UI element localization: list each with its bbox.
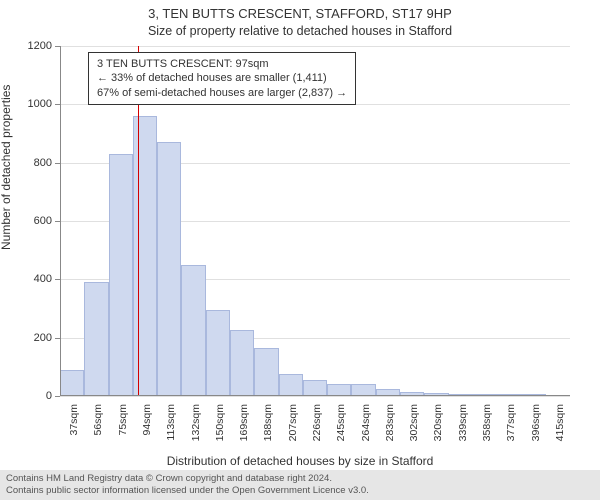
ytick-label: 600: [12, 215, 52, 227]
bar: [279, 374, 303, 396]
ytick-mark: [55, 396, 60, 397]
bar: [206, 310, 230, 396]
ytick-label: 400: [12, 273, 52, 285]
bar: [84, 282, 108, 396]
bar: [60, 370, 84, 396]
annotation-line: 3 TEN BUTTS CRESCENT: 97sqm: [97, 57, 347, 71]
footer-line: Contains public sector information licen…: [6, 485, 594, 497]
x-axis-label: Distribution of detached houses by size …: [0, 454, 600, 468]
bar: [157, 142, 181, 396]
annotation-line: ← 33% of detached houses are smaller (1,…: [97, 71, 347, 85]
y-axis-line: [60, 46, 61, 396]
bar: [254, 348, 278, 396]
ytick-label: 800: [12, 157, 52, 169]
ytick-label: 1200: [12, 40, 52, 52]
ytick-label: 0: [12, 390, 52, 402]
ytick-mark: [55, 279, 60, 280]
ytick-mark: [55, 221, 60, 222]
x-axis-line: [60, 395, 570, 396]
ytick-mark: [55, 338, 60, 339]
annotation-box: 3 TEN BUTTS CRESCENT: 97sqm ← 33% of det…: [88, 52, 356, 105]
ytick-label: 1000: [12, 98, 52, 110]
ytick-mark: [55, 46, 60, 47]
plot-area: 3 TEN BUTTS CRESCENT: 97sqm ← 33% of det…: [60, 46, 570, 396]
bar: [109, 154, 133, 396]
bar: [230, 330, 254, 396]
annotation-line: 67% of semi-detached houses are larger (…: [97, 86, 347, 100]
bar: [303, 380, 327, 396]
ytick-mark: [55, 163, 60, 164]
bar: [133, 116, 157, 396]
footer-line: Contains HM Land Registry data © Crown c…: [6, 473, 594, 485]
bar: [181, 265, 205, 396]
footer: Contains HM Land Registry data © Crown c…: [0, 470, 600, 500]
ytick-mark: [55, 104, 60, 105]
chart-title: 3, TEN BUTTS CRESCENT, STAFFORD, ST17 9H…: [0, 6, 600, 21]
chart-subtitle: Size of property relative to detached ho…: [0, 24, 600, 38]
grid-line: [60, 396, 570, 397]
root-container: 3, TEN BUTTS CRESCENT, STAFFORD, ST17 9H…: [0, 0, 600, 500]
ytick-label: 200: [12, 332, 52, 344]
